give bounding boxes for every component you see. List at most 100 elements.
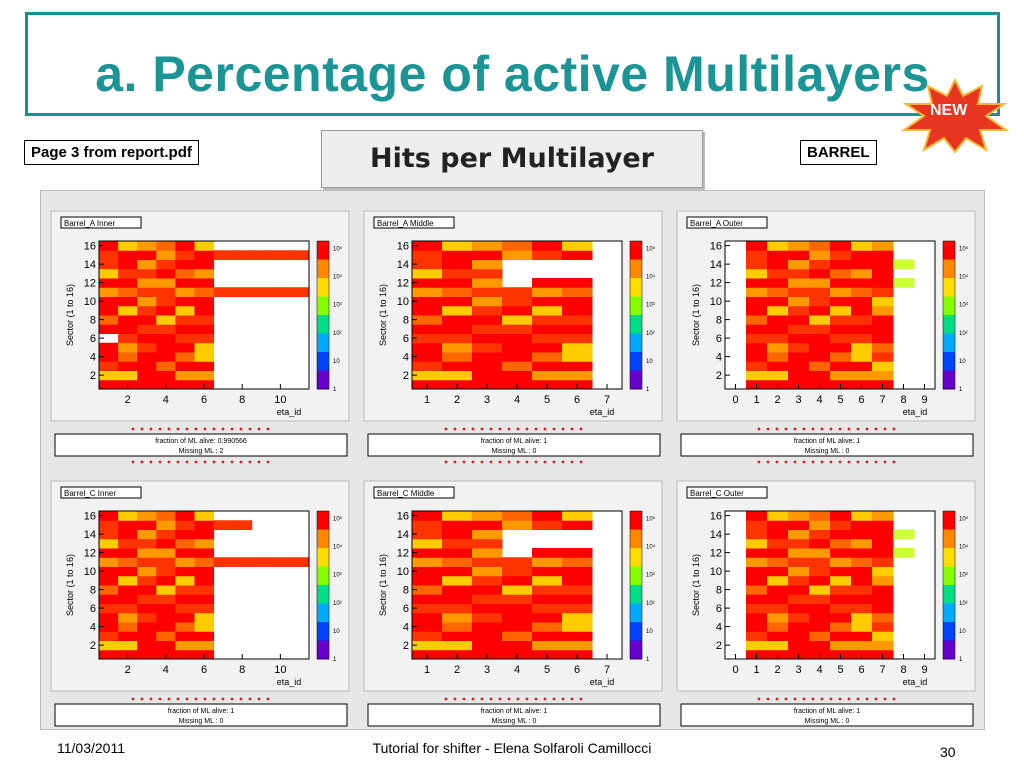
highlight-dot	[507, 427, 511, 431]
heatmap-cell	[472, 250, 503, 260]
panel-title-box	[686, 216, 768, 229]
heatmap-cell	[872, 296, 894, 307]
highlight-dot	[516, 697, 520, 701]
heatmap-cell	[788, 631, 810, 641]
heatmap-cell	[442, 287, 473, 297]
heatmap-cell	[472, 575, 503, 586]
heatmap-cell	[99, 603, 119, 614]
color-scale-segment	[317, 370, 329, 390]
heatmap-cell	[99, 520, 119, 530]
heatmap-cell	[232, 557, 253, 567]
heatmap-cell	[442, 575, 473, 586]
stats-frame	[54, 703, 348, 727]
heatmap-cell	[562, 640, 593, 651]
highlight-dot	[784, 460, 788, 464]
highlight-dot	[579, 460, 583, 464]
heatmap-cell	[851, 241, 873, 251]
highlight-dot	[516, 460, 520, 464]
y-tick-label: 4	[403, 622, 409, 634]
heatmap-cell	[472, 241, 503, 251]
color-scale-segment	[317, 241, 329, 260]
panel-title-text: Barrel_A Outer	[690, 219, 743, 228]
stats-missing: Missing ML : 0	[492, 718, 537, 725]
heatmap-cell	[767, 511, 789, 521]
heatmap-cell	[532, 511, 563, 521]
heatmap-cell	[175, 296, 195, 307]
heatmap-cell	[412, 361, 443, 371]
x-tick-label: 2	[774, 394, 780, 406]
heatmap-cell	[502, 557, 533, 567]
heatmap-cell	[472, 511, 503, 521]
color-scale-segment	[317, 529, 329, 549]
new-badge-icon	[900, 78, 1010, 153]
color-scale-segment	[630, 603, 642, 623]
heatmap-cell	[118, 342, 138, 353]
color-scale-label: 10³	[959, 573, 968, 579]
color-scale-segment	[630, 278, 642, 297]
heatmap-cell	[412, 622, 443, 632]
heatmap-cell	[442, 342, 473, 353]
y-tick-label: 12	[84, 278, 96, 290]
heatmap-cell	[502, 352, 533, 362]
heatmap-cell	[767, 631, 789, 641]
x-tick-label: 7	[604, 664, 610, 676]
heatmap-cell	[872, 594, 894, 604]
y-tick-label: 2	[90, 370, 96, 382]
heatmap-cell	[562, 557, 593, 567]
heatmap-cell	[767, 538, 789, 549]
heatmap-cell	[175, 370, 195, 381]
heatmap-cell	[532, 333, 563, 344]
y-tick-label: 14	[397, 529, 409, 541]
heatmap-cell	[851, 342, 873, 353]
x-tick-label: 6	[858, 394, 864, 406]
highlight-dot	[802, 460, 806, 464]
heatmap-cell	[175, 379, 195, 390]
heatmap-cell	[442, 529, 473, 540]
highlight-dot	[865, 697, 869, 701]
panel-title-text: Barrel_C Inner	[64, 489, 116, 498]
heatmap-cell	[175, 305, 195, 316]
y-tick-label: 8	[403, 585, 409, 597]
heatmap-cell	[830, 594, 852, 604]
heatmap-cell	[412, 612, 443, 623]
heatmap-cell	[746, 287, 768, 297]
heatmap-cell	[118, 585, 138, 595]
color-scale-segment	[630, 511, 642, 530]
heatmap-cell	[788, 296, 810, 307]
color-scale-segment	[317, 548, 329, 567]
heatmap-cell	[532, 296, 563, 307]
heatmap-cell	[830, 352, 852, 362]
highlight-dot	[525, 460, 529, 464]
x-axis-label: eta_id	[590, 407, 615, 417]
x-tick-label: 3	[484, 394, 490, 406]
highlight-dot	[811, 460, 815, 464]
plot-frame	[724, 510, 936, 660]
highlight-dot	[525, 697, 529, 701]
heatmap-cell	[412, 575, 443, 586]
heatmap-cell	[532, 640, 563, 651]
color-scale-segment	[317, 511, 329, 530]
highlight-dot	[561, 697, 565, 701]
color-scale-label: 10⁴	[646, 274, 656, 281]
heatmap-cell	[99, 278, 119, 288]
x-tick-label: 4	[816, 664, 822, 676]
heatmap-cell	[809, 315, 831, 325]
highlight-dot	[865, 427, 869, 431]
heatmap-cell	[872, 612, 894, 623]
heatmap-cell	[893, 529, 915, 540]
heatmap-cell	[156, 640, 176, 651]
color-scale-segment	[317, 585, 329, 604]
heatmap-cell	[118, 631, 138, 641]
heatmap-cell	[194, 631, 215, 641]
heatmap-cell	[830, 361, 852, 371]
heatmap-cell	[830, 631, 852, 641]
heatmap-cell	[788, 250, 810, 260]
heatmap-cell	[788, 520, 810, 530]
heatmap-cell	[830, 622, 852, 632]
heatmap-cell	[99, 315, 119, 325]
heatmap-cell	[788, 640, 810, 651]
heatmap-cell	[194, 640, 215, 651]
highlight-dot	[480, 427, 484, 431]
heatmap-cell	[472, 342, 503, 353]
heatmap-cell	[412, 268, 443, 279]
